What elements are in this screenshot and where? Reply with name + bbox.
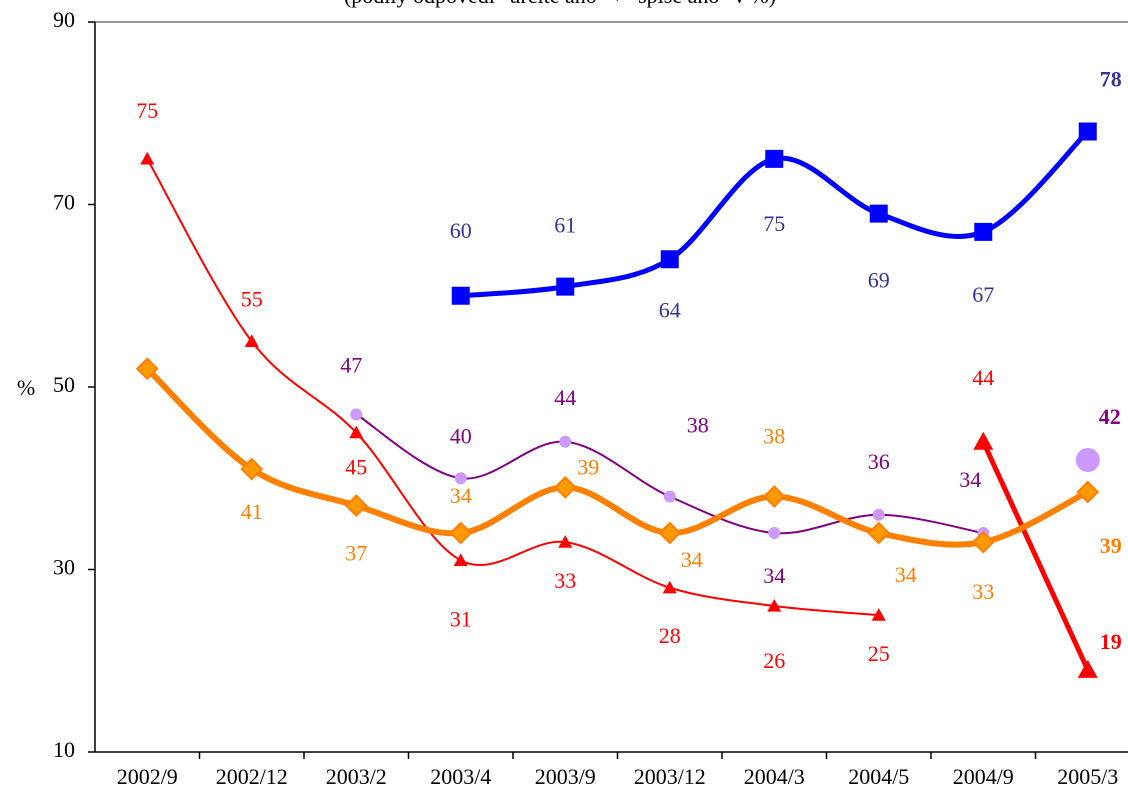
- marker: [971, 530, 995, 554]
- data-label: 55: [241, 286, 263, 311]
- y-tick-label: 70: [53, 190, 75, 215]
- data-label: 44: [554, 385, 576, 410]
- data-label: 75: [763, 211, 785, 236]
- data-label: 69: [868, 268, 890, 293]
- data-label: 25: [868, 641, 890, 666]
- series: 75 55 45 31 33 28 26 25: [136, 98, 890, 673]
- data-label: 36: [868, 449, 890, 474]
- series: 44 19: [972, 365, 1122, 678]
- data-label: 41: [241, 499, 263, 524]
- data-label: 60: [450, 218, 472, 243]
- marker: [765, 149, 784, 168]
- series-line: [145, 366, 1090, 548]
- marker: [553, 475, 577, 499]
- data-label: 34: [681, 547, 703, 572]
- data-label: 40: [450, 423, 472, 448]
- data-label: 33: [972, 579, 994, 604]
- marker: [1077, 659, 1098, 678]
- marker: [660, 250, 679, 269]
- data-label: 39: [1100, 533, 1122, 558]
- data-label: 34: [959, 467, 981, 492]
- y-tick-label: 30: [53, 555, 75, 580]
- data-label: 34: [895, 562, 917, 587]
- data-label: 78: [1100, 67, 1122, 92]
- data-label: 67: [972, 282, 994, 307]
- marker: [762, 485, 786, 508]
- series: 60 61 64 75 69 67 78: [450, 67, 1122, 323]
- y-tick-label: 50: [53, 372, 75, 397]
- series: 47 40 44 38 34 36 34: [141, 352, 990, 588]
- marker: [663, 490, 676, 503]
- marker: [556, 277, 575, 296]
- series-line: [980, 440, 1091, 671]
- marker: [449, 521, 473, 545]
- data-label: 39: [577, 454, 599, 479]
- series: 41 37 34 39 34 38 34 33 39: [135, 357, 1122, 604]
- data-label: 34: [763, 563, 785, 588]
- data-label: 38: [687, 413, 709, 438]
- data-label: 44: [972, 365, 994, 390]
- marker: [453, 553, 468, 566]
- x-tick-label: 2004/3: [744, 764, 805, 789]
- x-tick-label: 2004/9: [953, 764, 1014, 789]
- chart-subtitle: (podíly odpovědí "určitě ano" + "spíše a…: [344, 0, 776, 8]
- marker: [344, 494, 368, 518]
- marker: [1078, 122, 1097, 141]
- marker: [454, 472, 467, 485]
- marker: [974, 222, 993, 241]
- marker: [768, 527, 781, 539]
- y-tick-label: 10: [53, 737, 75, 762]
- marker: [1075, 448, 1100, 472]
- marker: [244, 334, 259, 347]
- marker: [662, 580, 677, 594]
- data-label: 26: [763, 648, 785, 673]
- x-tick-label: 2003/9: [535, 764, 596, 789]
- y-axis-label: %: [17, 375, 35, 400]
- marker: [867, 521, 891, 545]
- marker: [658, 521, 682, 545]
- marker: [869, 204, 888, 223]
- data-label: 61: [554, 213, 576, 238]
- data-label: 19: [1100, 629, 1122, 654]
- x-tick-label: 2003/2: [326, 764, 387, 789]
- marker: [767, 599, 782, 612]
- marker: [140, 151, 155, 165]
- x-tick-label: 2004/5: [848, 764, 909, 789]
- data-label: 75: [136, 98, 158, 123]
- data-label: 34: [450, 483, 472, 508]
- x-tick-label: 2003/4: [430, 764, 491, 789]
- marker: [973, 431, 994, 450]
- data-label: 42: [1099, 404, 1121, 429]
- x-tick-label: 2005/3: [1057, 764, 1118, 789]
- x-tick-label: 2002/12: [216, 764, 288, 789]
- data-label: 28: [659, 623, 681, 648]
- x-tick-label: 2002/9: [117, 764, 178, 789]
- y-tick-label: 90: [53, 7, 75, 32]
- data-label: 45: [345, 455, 367, 480]
- data-label: 64: [659, 297, 681, 322]
- data-label: 37: [345, 541, 367, 566]
- x-tick-label: 2003/12: [634, 764, 706, 789]
- series: 42: [1075, 404, 1121, 472]
- marker: [135, 357, 159, 381]
- data-label: 38: [763, 424, 785, 449]
- marker: [349, 425, 364, 439]
- data-label: 31: [450, 606, 472, 631]
- marker: [871, 608, 886, 621]
- data-label: 33: [554, 568, 576, 593]
- marker: [350, 408, 363, 421]
- data-label: 47: [340, 352, 362, 377]
- marker: [451, 286, 470, 305]
- marker: [872, 508, 885, 521]
- marker: [1076, 480, 1100, 504]
- marker: [240, 457, 264, 481]
- marker: [558, 535, 573, 548]
- marker: [559, 435, 572, 448]
